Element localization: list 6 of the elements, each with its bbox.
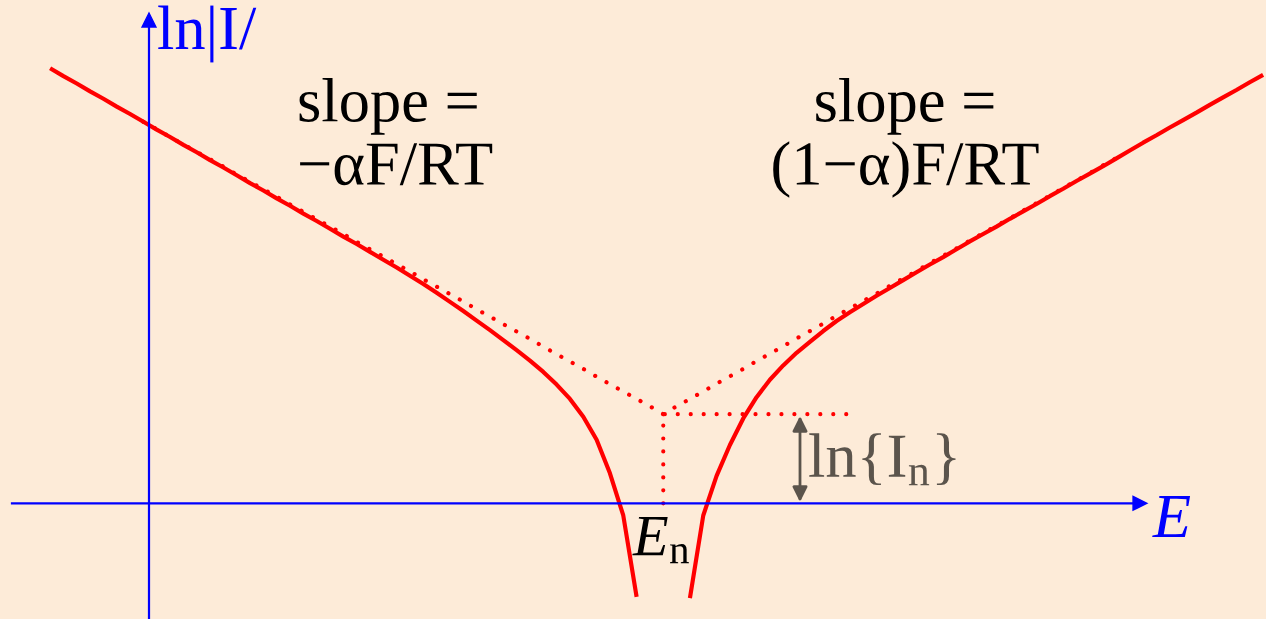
annotation: E$_{n}$ <box>632 516 689 564</box>
annotation: slope = −αF/RT <box>299 78 493 186</box>
annotation: ln{I$_{n}$} <box>809 433 956 486</box>
y-axis-title: ln|I/ <box>158 5 257 63</box>
annotation: slope = (1−α)F/RT <box>773 78 1039 198</box>
x-axis-title: E <box>1152 496 1191 538</box>
